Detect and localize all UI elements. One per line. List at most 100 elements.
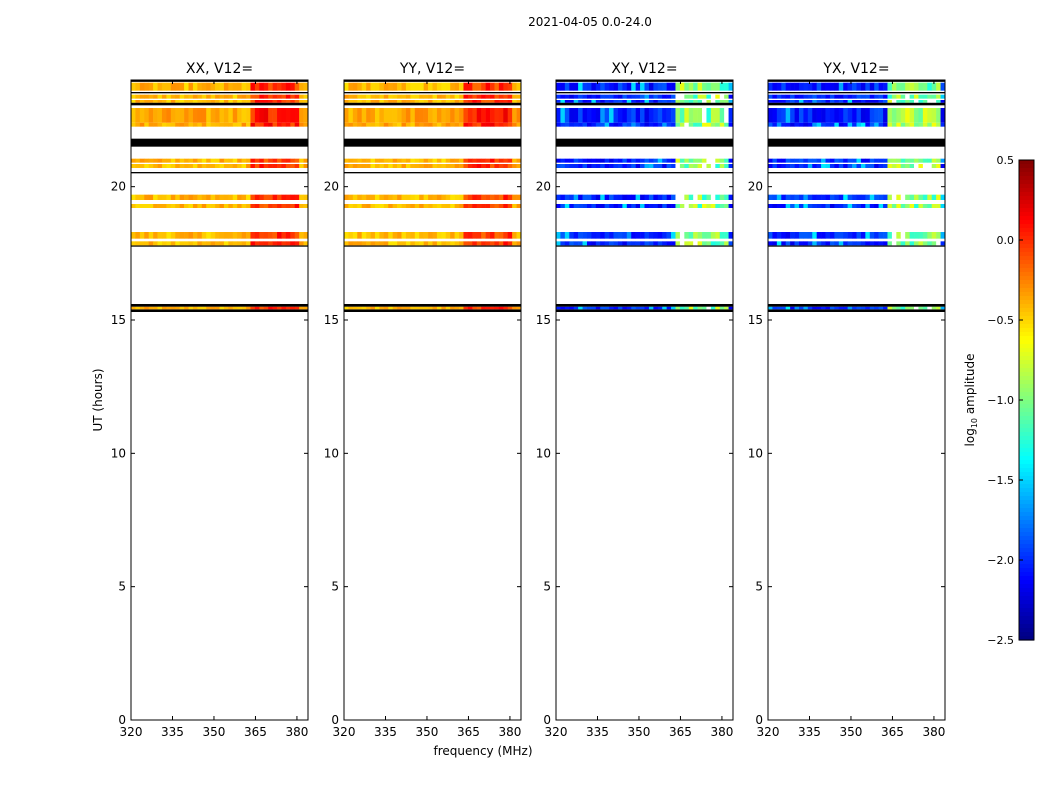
heatmap-cell [679,122,685,127]
heatmap-cell [631,122,636,127]
heatmap-cell [237,82,242,91]
heatmap-cell [401,194,407,200]
heatmap-cell [348,158,354,163]
heatmap-cell [829,241,835,246]
heatmap-cell [931,204,937,208]
heatmap-cell [847,204,853,208]
heatmap-cell [401,158,407,163]
heatmap-cell [467,306,473,310]
colorbar-segment [1019,300,1034,305]
heatmap-cell [454,164,460,168]
heatmap-cell [428,82,433,91]
heatmap-cell [166,158,172,163]
data-gap-band [768,172,945,174]
heatmap-cell [657,164,663,168]
heatmap-cell [232,94,238,99]
heatmap-cell [697,164,703,168]
heatmap-cell [724,194,729,200]
heatmap-cell [869,194,875,200]
x-tick-label: 320 [757,725,780,739]
heatmap-cell [617,232,623,239]
heatmap-cell [586,82,592,91]
heatmap-cell [715,82,721,91]
heatmap-cell [397,306,402,310]
data-gap-band [131,138,308,147]
heatmap-cell [564,100,570,103]
heatmap-cell [476,241,482,246]
heatmap-cell [445,94,451,99]
heatmap-cell [662,232,667,239]
heatmap-cell [812,158,817,163]
heatmap-cell [878,100,884,103]
heatmap-cell [135,164,141,168]
heatmap-cell [516,164,522,168]
colorbar-segment [1019,572,1034,577]
heatmap-cell [463,108,469,123]
heatmap-cell [383,94,389,99]
heatmap-cell [648,232,654,239]
heatmap-cell [215,306,220,310]
heatmap-cell [148,108,154,123]
heatmap-cell [352,158,358,163]
heatmap-cell [878,94,884,99]
colorbar-segment [1019,532,1034,537]
heatmap-cell [423,232,429,239]
heatmap-cell [640,241,645,246]
heatmap-cell [277,194,282,200]
colorbar-segment [1019,468,1034,473]
heatmap-cell [166,108,172,123]
heatmap-cell [259,306,265,310]
heatmap-cell [807,232,813,239]
heatmap-cell [821,158,826,163]
heatmap-cell [856,94,862,99]
heatmap-cell [139,158,145,163]
heatmap-cell [516,82,522,91]
heatmap-cell [785,232,791,239]
heatmap-cell [927,204,933,208]
heatmap-cell [135,100,141,103]
heatmap-cell [490,100,495,103]
heatmap-cell [210,122,216,127]
heatmap-cell [706,122,712,127]
heatmap-cell [856,122,862,127]
colorbar-segment [1019,384,1034,389]
heatmap-cell [419,122,424,127]
heatmap-cell [662,122,667,127]
heatmap-cell [419,82,424,91]
heatmap-cell [388,232,393,239]
heatmap-cell [507,94,513,99]
heatmap-cell [206,241,211,246]
heatmap-cell [441,241,447,246]
heatmap-cell [671,94,676,99]
colorbar-segment [1019,188,1034,193]
heatmap-cell [432,108,438,123]
y-tick-label: 0 [331,713,339,727]
heatmap-cell [219,82,225,91]
heatmap-cell [344,82,349,91]
heatmap-cell [263,194,269,200]
heatmap-cell [860,94,866,99]
heatmap-cell [772,82,778,91]
heatmap-cell [693,158,698,163]
heatmap-cell [490,232,495,239]
heatmap-cell [210,108,216,123]
heatmap-cell [201,82,207,91]
heatmap-cell [812,232,817,239]
heatmap-cell [476,94,482,99]
heatmap-cell [847,232,853,239]
heatmap-cell [807,100,813,103]
heatmap-cell [423,158,429,163]
heatmap-cell [188,158,194,163]
heatmap-cell [259,204,265,208]
heatmap-cell [463,82,469,91]
heatmap-cell [931,164,937,168]
heatmap-cell [352,194,358,200]
heatmap-cell [303,100,309,103]
heatmap-cell [237,232,242,239]
heatmap-cell [476,158,482,163]
heatmap-cell [604,306,610,310]
heatmap-cell [188,122,194,127]
heatmap-cell [803,232,809,239]
heatmap-cell [838,204,844,208]
heatmap-cell [869,241,875,246]
